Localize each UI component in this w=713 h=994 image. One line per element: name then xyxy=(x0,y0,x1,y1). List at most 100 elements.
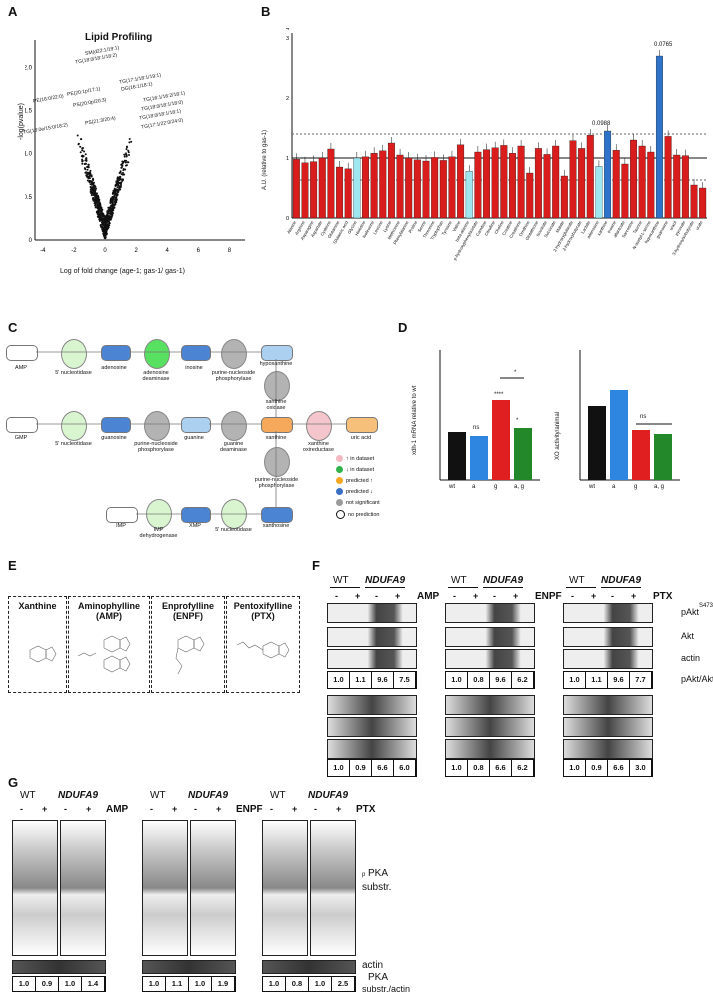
f-blot-strip xyxy=(563,603,653,623)
volcano-title: Lipid Profiling xyxy=(85,32,153,43)
volcano-point xyxy=(120,183,122,186)
g-drug-label: PTX xyxy=(356,804,376,815)
label-uric: uric acid xyxy=(350,435,372,441)
lipid-category-label: Leucine xyxy=(372,219,384,235)
volcano-point xyxy=(92,194,95,196)
f-treatment-sign: + xyxy=(591,591,597,601)
f-quant-box-1: 1.0 1.1 9.6 7.5 xyxy=(327,671,417,689)
lipid-bar xyxy=(586,135,594,219)
bar-ytick: 1 xyxy=(286,156,289,162)
volcano-point xyxy=(114,185,117,187)
volcano-point xyxy=(116,188,119,191)
g-mut-label: NDUFA9 xyxy=(58,790,99,801)
volcano-point xyxy=(109,200,112,203)
volcano-xlabel: Log of fold change (age-1; gas-1/ gas-1) xyxy=(60,268,185,275)
volcano-ytick: 1.5 xyxy=(25,108,33,114)
volcano-ytick: 2.0 xyxy=(25,65,33,71)
g-treatment-sign: - xyxy=(270,804,273,814)
g-quant-box: 1.0 1.1 1.0 1.9 xyxy=(142,976,236,992)
lipid-bar xyxy=(699,187,707,219)
lipid-bar xyxy=(439,160,447,219)
volcano-xtick: -4 xyxy=(40,248,46,254)
volcano-point xyxy=(106,213,109,216)
volcano-point xyxy=(90,174,93,177)
lipid-bar xyxy=(344,168,352,219)
g-drug-label: AMP xyxy=(106,804,129,815)
volcano-point xyxy=(88,181,91,184)
node-pnp-1 xyxy=(221,339,247,369)
lipid-bar xyxy=(457,144,465,219)
volcano-point xyxy=(108,209,111,212)
volcano-point xyxy=(95,202,97,205)
volcano-point xyxy=(116,186,119,189)
volcano-point xyxy=(81,149,84,152)
f-quant-box-2: 1.0 0.8 6.6 6.2 xyxy=(445,759,535,777)
volcano-point xyxy=(112,198,115,201)
d1-sig-star-1: * xyxy=(514,370,517,376)
volcano-point xyxy=(101,212,103,215)
node-imp xyxy=(106,507,138,523)
f-blot-strip xyxy=(563,739,653,759)
drug-box-enpf: Enprofylline (ENPF) xyxy=(151,596,225,693)
volcano-point xyxy=(103,218,106,221)
drug-box-amp: Aminophylline (AMP) xyxy=(68,596,150,693)
volcano-point xyxy=(85,174,88,177)
f-quant-box-1: 1.0 1.1 9.6 7.7 xyxy=(563,671,653,689)
volcano-point xyxy=(95,192,98,195)
f-quant-value: 3.0 xyxy=(630,760,652,776)
bar-d1-wt xyxy=(448,432,466,480)
f-mut-label: NDUFA9 xyxy=(601,575,642,586)
lipid-bar xyxy=(318,157,326,219)
f-blot-strip xyxy=(445,603,535,623)
volcano-point xyxy=(100,225,102,228)
g-treatment-sign: + xyxy=(216,804,222,814)
volcano-point xyxy=(101,217,104,220)
volcano-point xyxy=(94,204,97,207)
lipid-bar xyxy=(534,148,542,219)
volcano-point xyxy=(77,142,80,145)
volcano-point xyxy=(90,181,93,183)
lipid-bar xyxy=(630,139,637,219)
g-blot-left xyxy=(142,820,188,956)
volcano-point xyxy=(81,158,84,161)
node-xo xyxy=(264,371,290,401)
volcano-point xyxy=(87,172,90,175)
volcano-point xyxy=(128,138,131,140)
g-treatment-sign: + xyxy=(336,804,342,814)
g-quant-value: 1.0 xyxy=(13,977,36,991)
volcano-points xyxy=(76,134,133,240)
f-blot-strip xyxy=(445,695,535,715)
g-quant-value: 1.9 xyxy=(212,977,235,991)
label-pnp-3: purine-nucleoside phosphorylase xyxy=(254,477,299,489)
drug-box-xanthine: Xanthine xyxy=(8,596,67,693)
g-treatment-sign: - xyxy=(64,804,67,814)
lipid-bar xyxy=(310,161,318,219)
volcano-yticks: 0 0.5 1.0 1.5 2.0 xyxy=(25,65,33,244)
g-label-pka: PKA xyxy=(368,868,389,879)
lipid-bar-chart: 0123456 AlanineArginineAsparagineAsparta… xyxy=(286,28,707,261)
volcano-point xyxy=(121,164,124,167)
volcano-point xyxy=(127,149,130,152)
f-treatment-sign: - xyxy=(493,591,496,601)
volcano-point xyxy=(89,188,92,191)
d1-sig-4star: **** xyxy=(494,392,504,398)
lipid-bar xyxy=(396,154,404,219)
volcano-point xyxy=(89,169,92,172)
volcano-point xyxy=(85,159,88,161)
f-quant-box-2: 1.0 0.9 6.6 3.0 xyxy=(563,759,653,777)
bar-d2-a xyxy=(610,390,628,480)
volcano-point xyxy=(98,198,101,201)
lipid-category-label: Taurine xyxy=(632,219,644,234)
lipid-bar xyxy=(413,159,421,219)
f-blot-strip xyxy=(563,717,653,737)
volcano-point xyxy=(80,155,83,158)
volcano-point xyxy=(101,228,104,231)
d1-cat-a: a xyxy=(472,484,476,490)
volcano-point xyxy=(125,148,128,151)
volcano-ytick: 0.5 xyxy=(25,195,33,201)
panel-letter-e: E xyxy=(8,558,17,573)
volcano-point xyxy=(88,179,91,182)
volcano-point xyxy=(113,201,116,203)
volcano-annotations: SM(d22:1/19:1) TG(18:0/18:1/18:2) PE(16:… xyxy=(23,42,205,152)
volcano-point xyxy=(107,218,110,221)
